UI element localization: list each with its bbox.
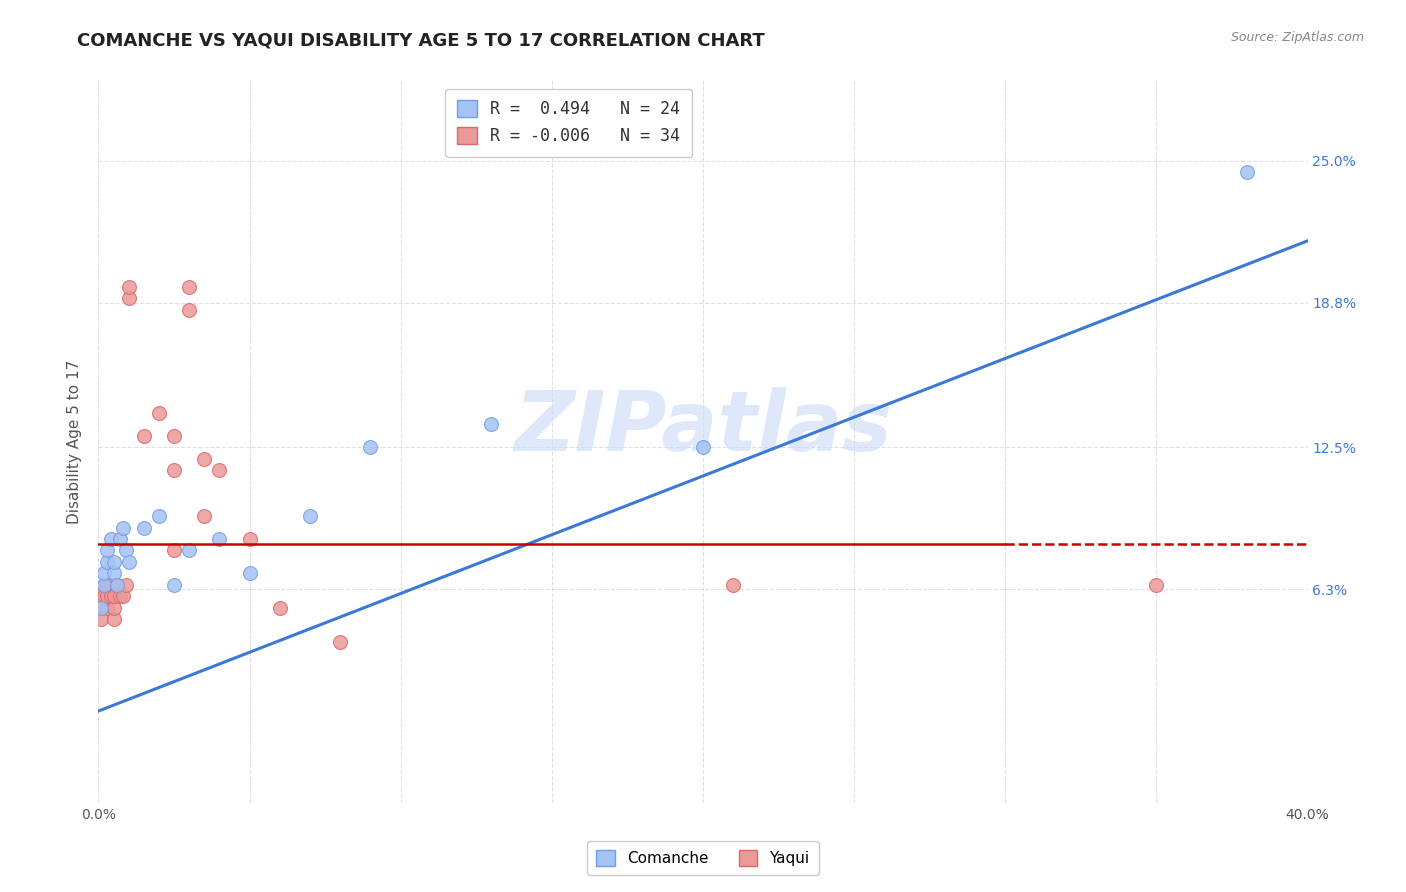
Point	[360, 440, 382, 454]
Point	[105, 578, 128, 592]
Legend: Comanche, Yaqui: Comanche, Yaqui	[588, 841, 818, 875]
Point	[269, 600, 291, 615]
Point	[90, 600, 112, 615]
Point	[96, 578, 118, 592]
Point	[329, 635, 352, 649]
Point	[114, 578, 136, 592]
Point	[118, 279, 141, 293]
Point	[1236, 165, 1258, 179]
Point	[1144, 578, 1167, 592]
Point	[118, 555, 141, 569]
Point	[114, 543, 136, 558]
Point	[118, 291, 141, 305]
Point	[93, 590, 115, 604]
Point	[103, 590, 125, 604]
Point	[179, 302, 201, 317]
Y-axis label: Disability Age 5 to 17: Disability Age 5 to 17	[67, 359, 83, 524]
Point	[208, 532, 231, 546]
Point	[148, 406, 170, 420]
Point	[93, 578, 115, 592]
Point	[239, 566, 262, 581]
Point	[96, 543, 118, 558]
Point	[481, 417, 503, 432]
Point	[103, 566, 125, 581]
Text: COMANCHE VS YAQUI DISABILITY AGE 5 TO 17 CORRELATION CHART: COMANCHE VS YAQUI DISABILITY AGE 5 TO 17…	[77, 31, 765, 49]
Text: ZIPatlas: ZIPatlas	[515, 386, 891, 467]
Point	[100, 590, 122, 604]
Point	[193, 451, 215, 466]
Point	[96, 555, 118, 569]
Point	[103, 600, 125, 615]
Point	[299, 509, 322, 524]
Point	[90, 612, 112, 626]
Point	[692, 440, 714, 454]
Legend: R =  0.494   N = 24, R = -0.006   N = 34: R = 0.494 N = 24, R = -0.006 N = 34	[446, 88, 692, 157]
Text: Source: ZipAtlas.com: Source: ZipAtlas.com	[1230, 31, 1364, 45]
Point	[148, 509, 170, 524]
Point	[108, 590, 131, 604]
Point	[96, 590, 118, 604]
Point	[111, 520, 134, 534]
Point	[100, 578, 122, 592]
Point	[103, 612, 125, 626]
Point	[90, 600, 112, 615]
Point	[163, 543, 186, 558]
Point	[111, 590, 134, 604]
Point	[239, 532, 262, 546]
Point	[100, 532, 122, 546]
Point	[132, 520, 155, 534]
Point	[93, 566, 115, 581]
Point	[179, 543, 201, 558]
Point	[193, 509, 215, 524]
Point	[179, 279, 201, 293]
Point	[93, 578, 115, 592]
Point	[103, 555, 125, 569]
Point	[723, 578, 745, 592]
Point	[132, 429, 155, 443]
Point	[208, 463, 231, 477]
Point	[163, 429, 186, 443]
Point	[96, 600, 118, 615]
Point	[108, 532, 131, 546]
Point	[163, 463, 186, 477]
Point	[90, 590, 112, 604]
Point	[105, 578, 128, 592]
Point	[163, 578, 186, 592]
